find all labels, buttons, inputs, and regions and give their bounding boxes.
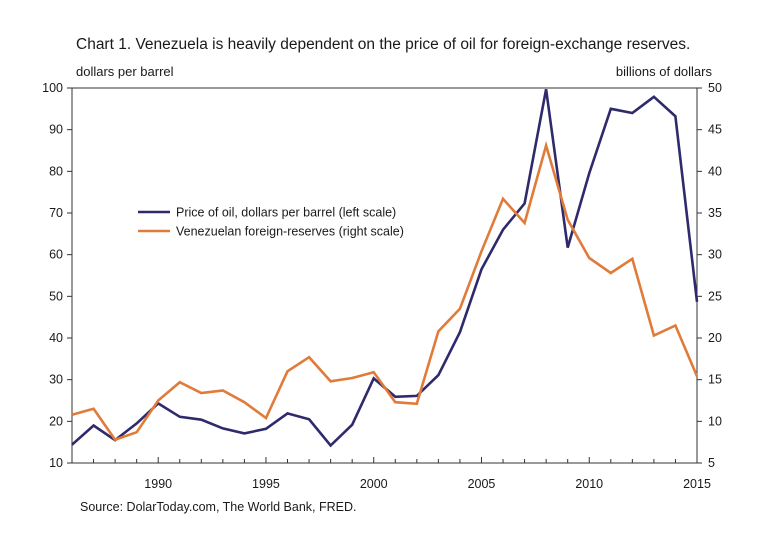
left-tick-label: 70 xyxy=(49,206,63,220)
left-tick-label: 50 xyxy=(49,289,63,303)
right-tick-label: 35 xyxy=(708,206,722,220)
legend-label: Venezuelan foreign-reserves (right scale… xyxy=(176,225,404,239)
right-tick-label: 50 xyxy=(708,81,722,95)
right-tick-label: 30 xyxy=(708,248,722,262)
x-tick-label: 2015 xyxy=(683,477,711,491)
left-tick-label: 60 xyxy=(49,248,63,262)
right-tick-label: 10 xyxy=(708,414,722,428)
right-tick-label: 20 xyxy=(708,331,722,345)
left-tick-label: 90 xyxy=(49,123,63,137)
left-tick-label: 100 xyxy=(42,81,63,95)
x-tick-label: 2000 xyxy=(360,477,388,491)
left-tick-label: 20 xyxy=(49,414,63,428)
right-tick-label: 45 xyxy=(708,123,722,137)
right-axis-title: billions of dollars xyxy=(615,64,712,79)
legend-label: Price of oil, dollars per barrel (left s… xyxy=(176,206,396,220)
left-tick-label: 30 xyxy=(49,373,63,387)
right-tick-label: 15 xyxy=(708,373,722,387)
reserves-line xyxy=(71,140,699,442)
x-tick-label: 1990 xyxy=(144,477,172,491)
right-tick-label: 5 xyxy=(708,456,715,470)
x-tick-label: 1995 xyxy=(252,477,280,491)
plot-frame xyxy=(71,87,698,464)
left-tick-label: 80 xyxy=(49,164,63,178)
x-tick-label: 2005 xyxy=(468,477,496,491)
source-note: Source: DolarToday.com, The World Bank, … xyxy=(80,500,357,514)
x-tick-label: 2010 xyxy=(575,477,603,491)
right-tick-label: 25 xyxy=(708,289,722,303)
left-axis-title: dollars per barrel xyxy=(76,64,174,79)
right-tick-label: 40 xyxy=(708,164,722,178)
left-tick-label: 40 xyxy=(49,331,63,345)
left-tick-label: 10 xyxy=(49,456,63,470)
chart-title: Chart 1. Venezuela is heavily dependent … xyxy=(76,36,691,53)
